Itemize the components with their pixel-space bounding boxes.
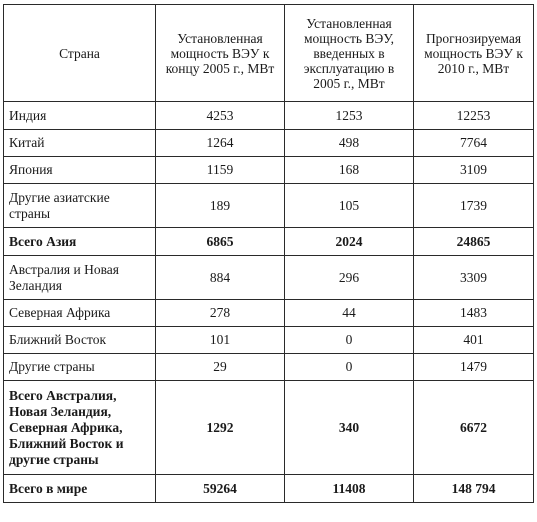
cell-forecast-2010: 1483 bbox=[413, 299, 534, 327]
cell-forecast-2010: 3109 bbox=[413, 156, 534, 184]
table-row: Другие страны 29 0 1479 bbox=[3, 353, 534, 381]
cell-forecast-2010: 3309 bbox=[413, 255, 534, 300]
cell-forecast-2010: 6672 bbox=[413, 380, 534, 475]
table-row: Всего Азия 6865 2024 24865 bbox=[3, 227, 534, 256]
table-row: Всего Австралия, Новая Зеландия, Северна… bbox=[3, 380, 534, 475]
cell-country: Всего Азия bbox=[3, 227, 156, 256]
cell-country: Всего Австралия, Новая Зеландия, Северна… bbox=[3, 380, 156, 475]
cell-capacity-2005: 1159 bbox=[155, 156, 285, 184]
table-row: Другие азиатские страны 189 105 1739 bbox=[3, 183, 534, 228]
header-capacity-2005: Установленная мощность ВЭУ к концу 2005 … bbox=[155, 4, 285, 102]
header-country: Страна bbox=[3, 4, 156, 102]
cell-forecast-2010: 24865 bbox=[413, 227, 534, 256]
cell-capacity-2005: 884 bbox=[155, 255, 285, 300]
cell-capacity-2005: 1264 bbox=[155, 129, 285, 157]
cell-country: Всего в мире bbox=[3, 474, 156, 503]
wind-power-table: Страна Установленная мощность ВЭУ к конц… bbox=[3, 4, 534, 503]
table-row: Австралия и Новая Зеландия 884 296 3309 bbox=[3, 255, 534, 300]
table-row: Ближний Восток 101 0 401 bbox=[3, 326, 534, 354]
cell-capacity-2005: 29 bbox=[155, 353, 285, 381]
table-row: Япония 1159 168 3109 bbox=[3, 156, 534, 184]
cell-forecast-2010: 401 bbox=[413, 326, 534, 354]
header-commissioned-2005: Установленная мощность ВЭУ, введенных в … bbox=[284, 4, 414, 102]
cell-country: Китай bbox=[3, 129, 156, 157]
cell-commissioned-2005: 168 bbox=[284, 156, 414, 184]
cell-forecast-2010: 7764 bbox=[413, 129, 534, 157]
cell-forecast-2010: 1739 bbox=[413, 183, 534, 228]
cell-commissioned-2005: 498 bbox=[284, 129, 414, 157]
cell-forecast-2010: 1479 bbox=[413, 353, 534, 381]
cell-commissioned-2005: 0 bbox=[284, 326, 414, 354]
cell-country: Япония bbox=[3, 156, 156, 184]
cell-capacity-2005: 59264 bbox=[155, 474, 285, 503]
cell-forecast-2010: 12253 bbox=[413, 101, 534, 130]
table-row: Индия 4253 1253 12253 bbox=[3, 101, 534, 130]
cell-commissioned-2005: 0 bbox=[284, 353, 414, 381]
cell-capacity-2005: 6865 bbox=[155, 227, 285, 256]
cell-country: Австралия и Новая Зеландия bbox=[3, 255, 156, 300]
cell-commissioned-2005: 340 bbox=[284, 380, 414, 475]
table-row: Китай 1264 498 7764 bbox=[3, 129, 534, 157]
cell-country: Северная Африка bbox=[3, 299, 156, 327]
cell-capacity-2005: 101 bbox=[155, 326, 285, 354]
cell-country: Ближний Восток bbox=[3, 326, 156, 354]
cell-capacity-2005: 4253 bbox=[155, 101, 285, 130]
cell-commissioned-2005: 296 bbox=[284, 255, 414, 300]
cell-country: Другие азиатские страны bbox=[3, 183, 156, 228]
cell-commissioned-2005: 105 bbox=[284, 183, 414, 228]
cell-country: Индия bbox=[3, 101, 156, 130]
cell-commissioned-2005: 11408 bbox=[284, 474, 414, 503]
cell-country: Другие страны bbox=[3, 353, 156, 381]
cell-commissioned-2005: 2024 bbox=[284, 227, 414, 256]
cell-capacity-2005: 1292 bbox=[155, 380, 285, 475]
cell-commissioned-2005: 1253 bbox=[284, 101, 414, 130]
cell-forecast-2010: 148 794 bbox=[413, 474, 534, 503]
header-forecast-2010: Прогнозируе­мая мощность ВЭУ к 2010 г., … bbox=[413, 4, 534, 102]
cell-commissioned-2005: 44 bbox=[284, 299, 414, 327]
table-row: Всего в мире 59264 11408 148 794 bbox=[3, 474, 534, 503]
table-row: Северная Африка 278 44 1483 bbox=[3, 299, 534, 327]
cell-capacity-2005: 278 bbox=[155, 299, 285, 327]
cell-capacity-2005: 189 bbox=[155, 183, 285, 228]
